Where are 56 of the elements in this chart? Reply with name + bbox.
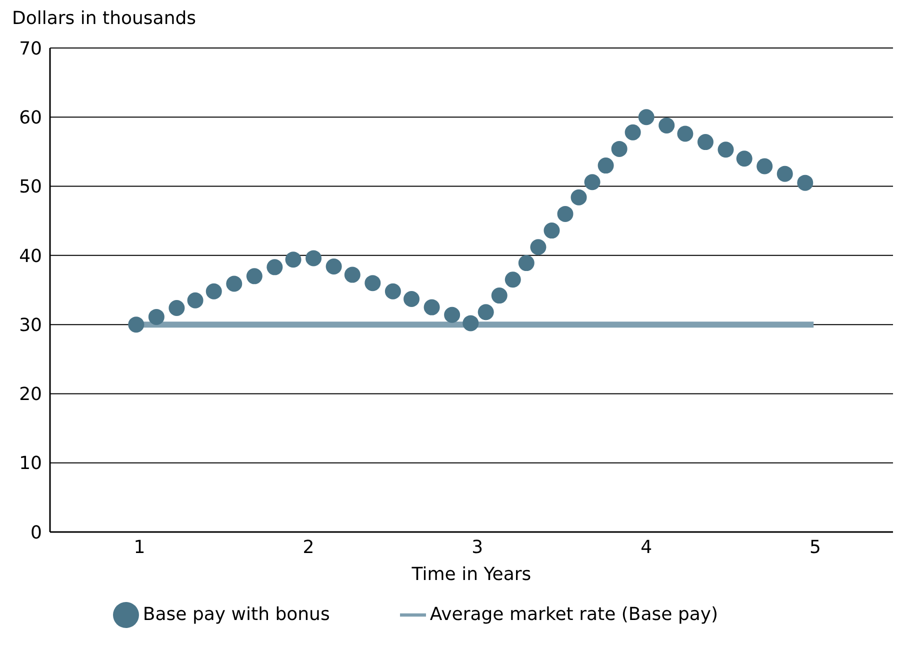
y-tick-label: 40 [19, 246, 42, 267]
point [326, 258, 342, 274]
point [206, 283, 222, 300]
point [557, 206, 574, 222]
point [697, 134, 714, 150]
point [404, 290, 420, 307]
point [491, 288, 508, 304]
point [736, 150, 752, 167]
point [424, 299, 440, 316]
point [638, 109, 654, 126]
point [246, 268, 262, 284]
point [797, 174, 814, 191]
point [611, 140, 628, 157]
point [187, 292, 204, 308]
point [384, 283, 401, 300]
point [598, 158, 614, 174]
point [718, 142, 734, 158]
point [344, 266, 360, 283]
y-tick-label: 60 [19, 108, 42, 129]
point [444, 306, 460, 323]
point [530, 239, 546, 256]
point [478, 304, 494, 320]
y-tick-label: 30 [19, 314, 42, 336]
y-tick-label: 20 [19, 384, 42, 406]
point [148, 308, 164, 325]
point [776, 166, 793, 182]
point [266, 259, 283, 276]
x-tick-label: 3 [472, 536, 484, 558]
point [504, 272, 521, 288]
x-tick-label: 4 [640, 536, 652, 558]
point [128, 316, 144, 333]
point [462, 315, 479, 332]
legend-label: Average market rate (Base pay) [430, 604, 718, 625]
point [168, 300, 185, 316]
point [226, 276, 242, 292]
point [518, 255, 534, 272]
y-tick-label: 0 [30, 522, 42, 544]
point [756, 158, 773, 174]
point [544, 222, 560, 239]
y-tick-label: 10 [19, 453, 42, 474]
point [306, 250, 322, 266]
point [658, 117, 675, 134]
legend-label: Base pay with bonus [142, 604, 330, 625]
x-tick-label: 1 [134, 536, 146, 558]
point [285, 252, 302, 268]
x-tick-label: 2 [302, 536, 314, 558]
x-axis-title: Time in Years [410, 564, 532, 585]
point [584, 174, 600, 190]
point [364, 275, 381, 292]
point [677, 126, 694, 142]
point [570, 189, 587, 206]
x-tick-label: 5 [810, 536, 822, 558]
y-tick-label: 50 [19, 176, 42, 198]
point [624, 124, 641, 140]
y-tick-label: 70 [19, 38, 42, 60]
y-axis-title: Dollars in thousands [12, 8, 198, 31]
